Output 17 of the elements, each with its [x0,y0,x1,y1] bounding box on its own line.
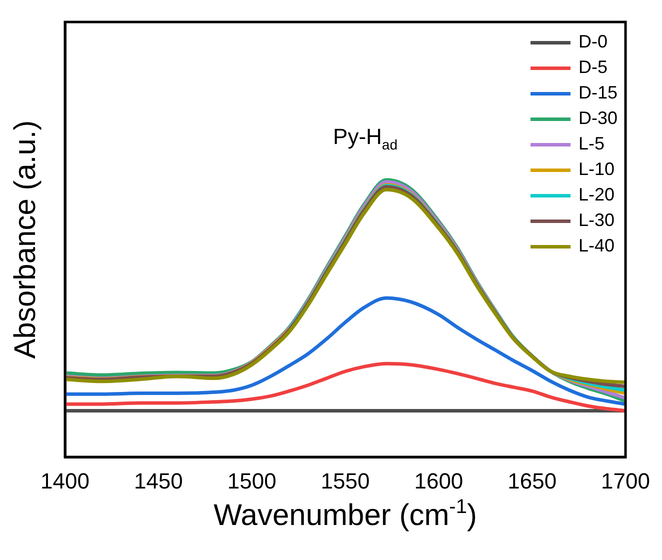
x-tick-label: 1500 [227,468,276,494]
legend-label: D-30 [578,108,618,128]
x-tick-label: 1650 [508,468,557,494]
x-tick-label: 1600 [414,468,464,494]
legend-label: L-20 [578,184,615,205]
legend-label: L-10 [578,159,615,180]
legend-label: D-0 [578,32,608,52]
legend-label: L-5 [578,134,605,154]
legend-label: L-30 [578,210,615,230]
x-tick-label: 1700 [601,468,650,494]
legend-label: L-40 [578,236,615,256]
y-axis-title: Absorbance (a.u.) [9,120,42,359]
x-tick-label: 1450 [134,468,183,494]
x-tick-label: 1550 [320,468,370,494]
legend-label: D-15 [578,82,618,103]
legend-label: D-5 [578,57,608,78]
x-tick-label: 1400 [40,468,90,494]
